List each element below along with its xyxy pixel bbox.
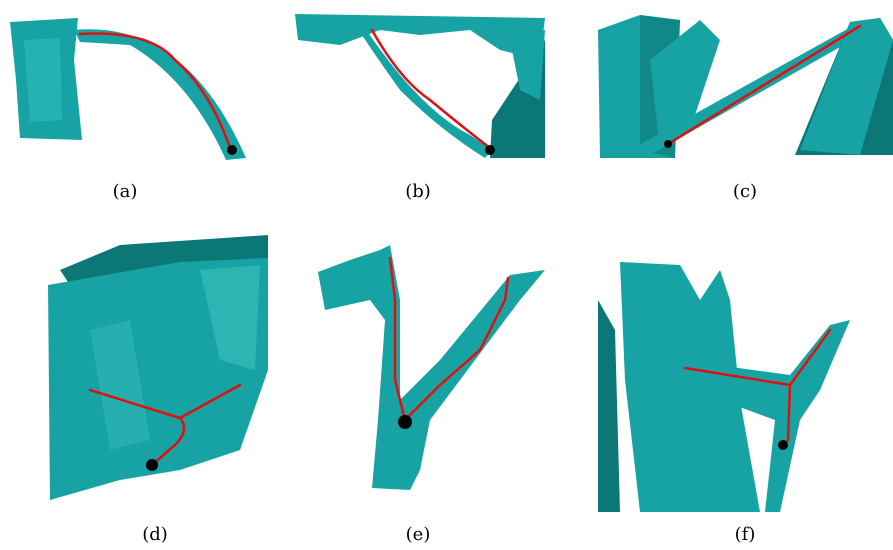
panel-e [318,245,545,490]
panel-b [295,14,545,158]
caption: (d) [142,524,168,545]
caption: (f) [735,524,756,545]
caption: (b) [405,181,431,202]
caption: (a) [113,181,138,202]
page: (a) (b) (c) (d) (e) (f) (() => { const d… [0,0,893,550]
panel-c [598,15,893,158]
panel-f [598,262,850,512]
caption: (c) [733,181,757,202]
panel-d [48,235,268,500]
figure: (a) (b) (c) (d) (e) (f) [0,0,893,550]
panel-a [10,18,246,160]
caption: (e) [406,524,431,545]
